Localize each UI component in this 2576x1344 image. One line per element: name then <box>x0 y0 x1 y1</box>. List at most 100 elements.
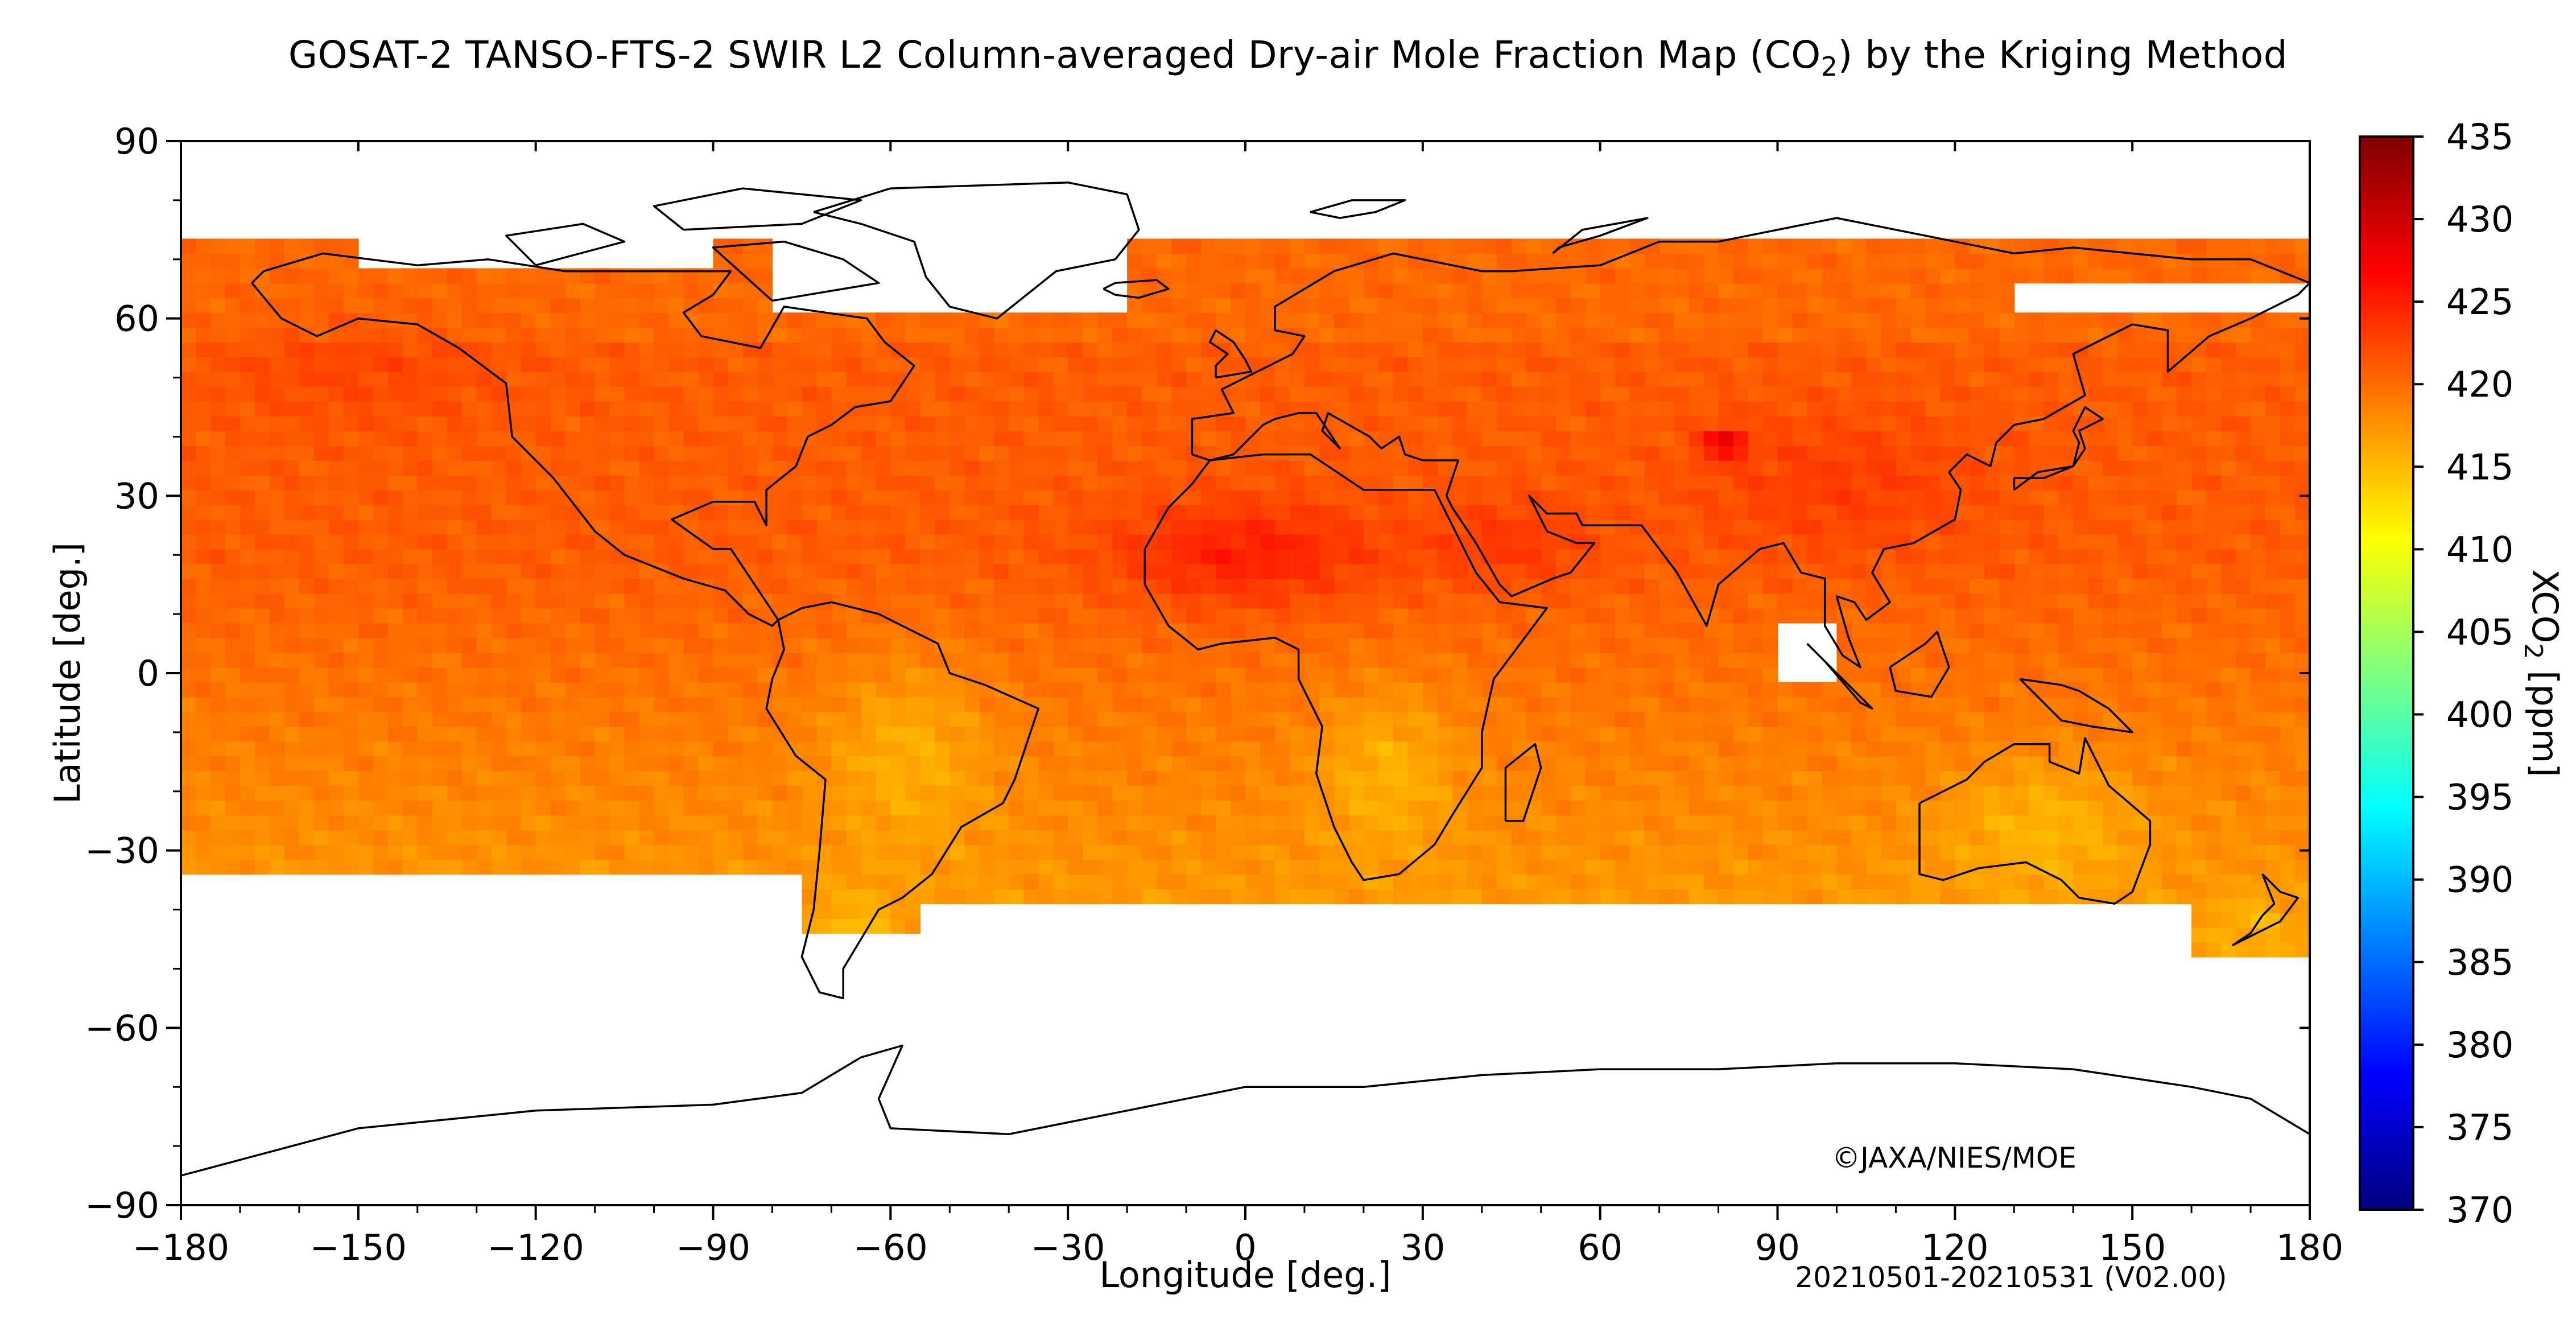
map-cell <box>1689 549 1704 564</box>
map-cell <box>2103 741 2118 757</box>
map-cell <box>343 401 359 417</box>
map-cell <box>1171 785 1187 801</box>
map-cell <box>1615 460 1630 476</box>
map-cell <box>1792 756 1808 772</box>
map-cell <box>1467 652 1483 668</box>
map-cell <box>1142 652 1157 668</box>
map-cell <box>254 519 270 535</box>
map-cell <box>1674 696 1690 712</box>
map-cell <box>181 519 196 535</box>
map-cell <box>1511 489 1527 505</box>
map-cell <box>2029 401 2045 417</box>
map-cell <box>2280 549 2296 564</box>
map-cell <box>2295 667 2310 683</box>
map-cell <box>2117 637 2133 653</box>
map-cell <box>269 460 285 476</box>
map-cell <box>2132 593 2148 609</box>
map-cell <box>1762 711 1778 727</box>
map-cell <box>683 844 699 860</box>
map-cell <box>1481 815 1497 831</box>
map-cell <box>284 504 300 520</box>
map-cell <box>284 667 300 683</box>
map-cell <box>550 652 566 668</box>
map-cell <box>210 844 226 860</box>
map-cell <box>491 637 507 653</box>
map-cell <box>624 637 640 653</box>
map-cell <box>2251 682 2266 698</box>
map-cell <box>2295 770 2310 786</box>
map-cell <box>1023 401 1039 417</box>
map-cell <box>1452 652 1468 668</box>
map-cell <box>728 696 744 712</box>
map-cell <box>2251 741 2266 757</box>
map-cell <box>343 446 359 461</box>
map-cell <box>1925 386 1941 402</box>
map-cell <box>1615 431 1630 446</box>
map-cell <box>387 770 403 786</box>
map-cell <box>254 608 270 624</box>
map-cell <box>1955 416 1971 431</box>
map-cell <box>1437 889 1453 904</box>
map-cell <box>254 475 270 490</box>
map-cell <box>1910 667 1926 683</box>
map-cell <box>1615 446 1630 461</box>
map-cell <box>2236 446 2251 461</box>
map-cell <box>299 401 315 417</box>
map-cell <box>609 446 625 461</box>
map-cell <box>964 519 980 535</box>
map-cell <box>816 682 832 698</box>
map-cell <box>1984 889 2000 904</box>
map-cell <box>1866 859 1882 875</box>
map-cell <box>1792 489 1808 505</box>
map-cell <box>358 682 374 698</box>
map-cell <box>802 475 818 490</box>
map-cell <box>1910 622 1926 638</box>
map-cell <box>609 416 625 431</box>
map-cell <box>2265 489 2281 505</box>
map-cell <box>580 859 596 875</box>
map-cell <box>269 534 285 550</box>
map-cell <box>2058 726 2074 742</box>
map-cell <box>1541 711 1557 727</box>
map-cell <box>1363 475 1379 490</box>
map-cell <box>1600 504 1616 520</box>
map-cell <box>1807 489 1823 505</box>
map-cell <box>964 446 980 461</box>
map-cell <box>935 549 951 564</box>
map-cell <box>2014 460 2030 476</box>
map-cell <box>1009 874 1024 889</box>
map-cell <box>1600 401 1616 417</box>
map-cell <box>595 800 610 816</box>
map-cell <box>373 401 389 417</box>
map-cell <box>609 726 625 742</box>
map-cell <box>1822 889 1838 904</box>
map-cell <box>713 696 729 712</box>
map-cell <box>609 652 625 668</box>
map-cell <box>624 593 640 609</box>
map-cell <box>1290 446 1305 461</box>
map-cell <box>1866 874 1882 889</box>
map-cell <box>299 711 315 727</box>
map-cell <box>1762 652 1778 668</box>
map-cell <box>1644 637 1660 653</box>
map-cell <box>876 696 891 712</box>
map-cell <box>358 785 374 801</box>
map-cell <box>2265 563 2281 579</box>
map-cell <box>979 460 995 476</box>
map-cell <box>2117 460 2133 476</box>
map-cell <box>1896 593 1912 609</box>
map-cell <box>979 859 995 875</box>
map-cell <box>1260 593 1275 609</box>
map-cell <box>1068 667 1083 683</box>
map-cell <box>402 711 418 727</box>
map-cell <box>2236 489 2251 505</box>
map-cell <box>1112 726 1128 742</box>
map-cell <box>240 593 255 609</box>
map-cell <box>2132 549 2148 564</box>
map-cell <box>950 431 965 446</box>
map-cell <box>1097 859 1113 875</box>
map-cell <box>757 667 773 683</box>
map-cell <box>1807 519 1823 535</box>
map-cell <box>1526 696 1542 712</box>
map-cell <box>950 770 965 786</box>
